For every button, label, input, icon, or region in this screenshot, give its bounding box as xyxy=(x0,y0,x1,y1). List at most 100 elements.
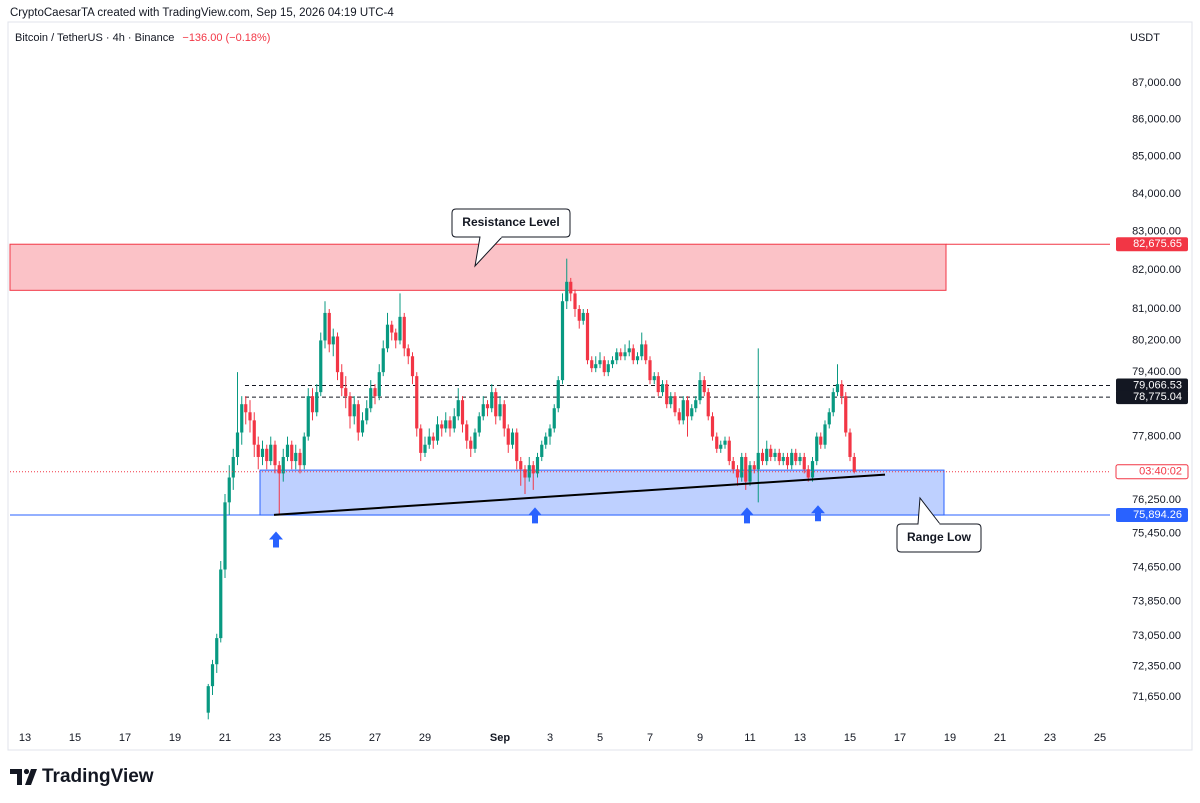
candle-body xyxy=(556,380,560,409)
candle-body xyxy=(798,456,802,462)
annotation: Resistance Level xyxy=(462,215,559,229)
candle-body xyxy=(490,392,494,409)
x-tick-label: 27 xyxy=(369,732,381,744)
x-tick-label: 15 xyxy=(69,732,81,744)
candle-body xyxy=(569,281,573,294)
x-tick-label: 17 xyxy=(894,732,906,744)
candle-body xyxy=(240,404,244,433)
candle-body xyxy=(681,400,685,421)
up-arrow xyxy=(528,507,542,524)
candle-body xyxy=(344,388,348,397)
candle-body xyxy=(840,384,844,397)
candle-body xyxy=(256,444,260,457)
candle-body xyxy=(206,686,210,713)
candle-body xyxy=(606,364,610,373)
candle-body xyxy=(615,352,619,361)
candle-body xyxy=(281,456,285,474)
x-tick-label: 11 xyxy=(744,732,755,744)
candle-body xyxy=(698,380,702,401)
candle-body xyxy=(548,428,552,437)
candle-body xyxy=(498,404,502,417)
candle-body xyxy=(231,456,235,478)
y-tick-label: 73,850.00 xyxy=(1132,595,1181,607)
y-tick-label: 83,000.00 xyxy=(1132,226,1181,238)
candle-body xyxy=(219,569,223,639)
candle-body xyxy=(565,281,569,302)
candle-body xyxy=(806,469,810,478)
x-tick-label: 3 xyxy=(547,732,553,744)
candle-body xyxy=(448,420,452,429)
candle-body xyxy=(727,440,731,462)
y-tick-label: 82,000.00 xyxy=(1132,264,1181,276)
candle-body xyxy=(390,324,394,333)
candle-body xyxy=(769,448,773,457)
candle-body xyxy=(794,452,798,462)
candle-body xyxy=(660,384,665,393)
candle-body xyxy=(656,376,660,393)
x-tick-label: 7 xyxy=(647,732,653,744)
candle-body xyxy=(831,392,835,413)
candle-body xyxy=(665,384,669,405)
candle-body xyxy=(260,448,265,457)
y-tick-label: 76,250.00 xyxy=(1132,494,1181,506)
candle-body xyxy=(469,440,473,449)
candle-body xyxy=(719,444,723,449)
candle-body xyxy=(410,356,415,377)
candle-body xyxy=(369,388,373,409)
candle-body xyxy=(685,400,690,417)
candle-body xyxy=(356,404,360,433)
up-arrow xyxy=(740,507,754,524)
candle-body xyxy=(706,392,710,417)
y-tick-label: 72,350.00 xyxy=(1132,660,1181,672)
candle-body xyxy=(306,396,310,437)
countdown: 03:40:02 xyxy=(1139,466,1182,478)
candle-body xyxy=(223,502,227,570)
candle-body xyxy=(277,465,281,474)
candle-body xyxy=(790,452,794,466)
candle-body xyxy=(781,456,785,462)
candle-body xyxy=(610,360,615,365)
candle-body xyxy=(535,456,540,474)
candle-body xyxy=(310,396,315,413)
x-tick-label: 25 xyxy=(1094,732,1106,744)
candle-body xyxy=(765,448,769,462)
candle-body xyxy=(473,432,477,449)
candle-body xyxy=(402,316,406,349)
candle-body xyxy=(335,336,340,373)
brand: TradingView xyxy=(42,766,154,787)
candle-body xyxy=(398,316,402,341)
candle-body xyxy=(340,372,344,389)
candle-body xyxy=(477,416,481,433)
price-label-box xyxy=(1116,508,1188,523)
candle-body xyxy=(385,324,390,349)
candle-body xyxy=(819,436,823,445)
candle-body xyxy=(227,477,231,503)
y-tick-label: 87,000.00 xyxy=(1132,77,1181,89)
candle-body xyxy=(352,404,356,417)
panel-border xyxy=(7,21,1193,751)
price-label: 78,775.04 xyxy=(1133,391,1182,403)
y-tick-label: 84,000.00 xyxy=(1132,188,1181,200)
price-label: 82,675.65 xyxy=(1133,238,1182,250)
candle-body xyxy=(844,396,848,433)
candle-body xyxy=(827,412,831,425)
candle-body xyxy=(748,465,752,482)
y-tick-label: 73,050.00 xyxy=(1132,630,1181,642)
price-label: 79,066.53 xyxy=(1133,379,1182,391)
symbol-line: Bitcoin / TetherUS · 4h · Binance −136.00… xyxy=(15,32,270,44)
candle-body xyxy=(710,416,715,437)
up-arrow xyxy=(811,505,825,522)
price-label: 75,894.26 xyxy=(1133,509,1182,521)
candle-body xyxy=(823,424,827,445)
candles xyxy=(206,258,856,720)
candle-body xyxy=(290,444,294,462)
candle-body xyxy=(235,432,240,457)
candle-body xyxy=(394,332,398,341)
candle-body xyxy=(285,444,290,457)
x-tick-label: 5 xyxy=(597,732,603,744)
candle-body xyxy=(673,396,677,413)
candle-body xyxy=(273,444,277,466)
candle-body xyxy=(302,436,306,466)
